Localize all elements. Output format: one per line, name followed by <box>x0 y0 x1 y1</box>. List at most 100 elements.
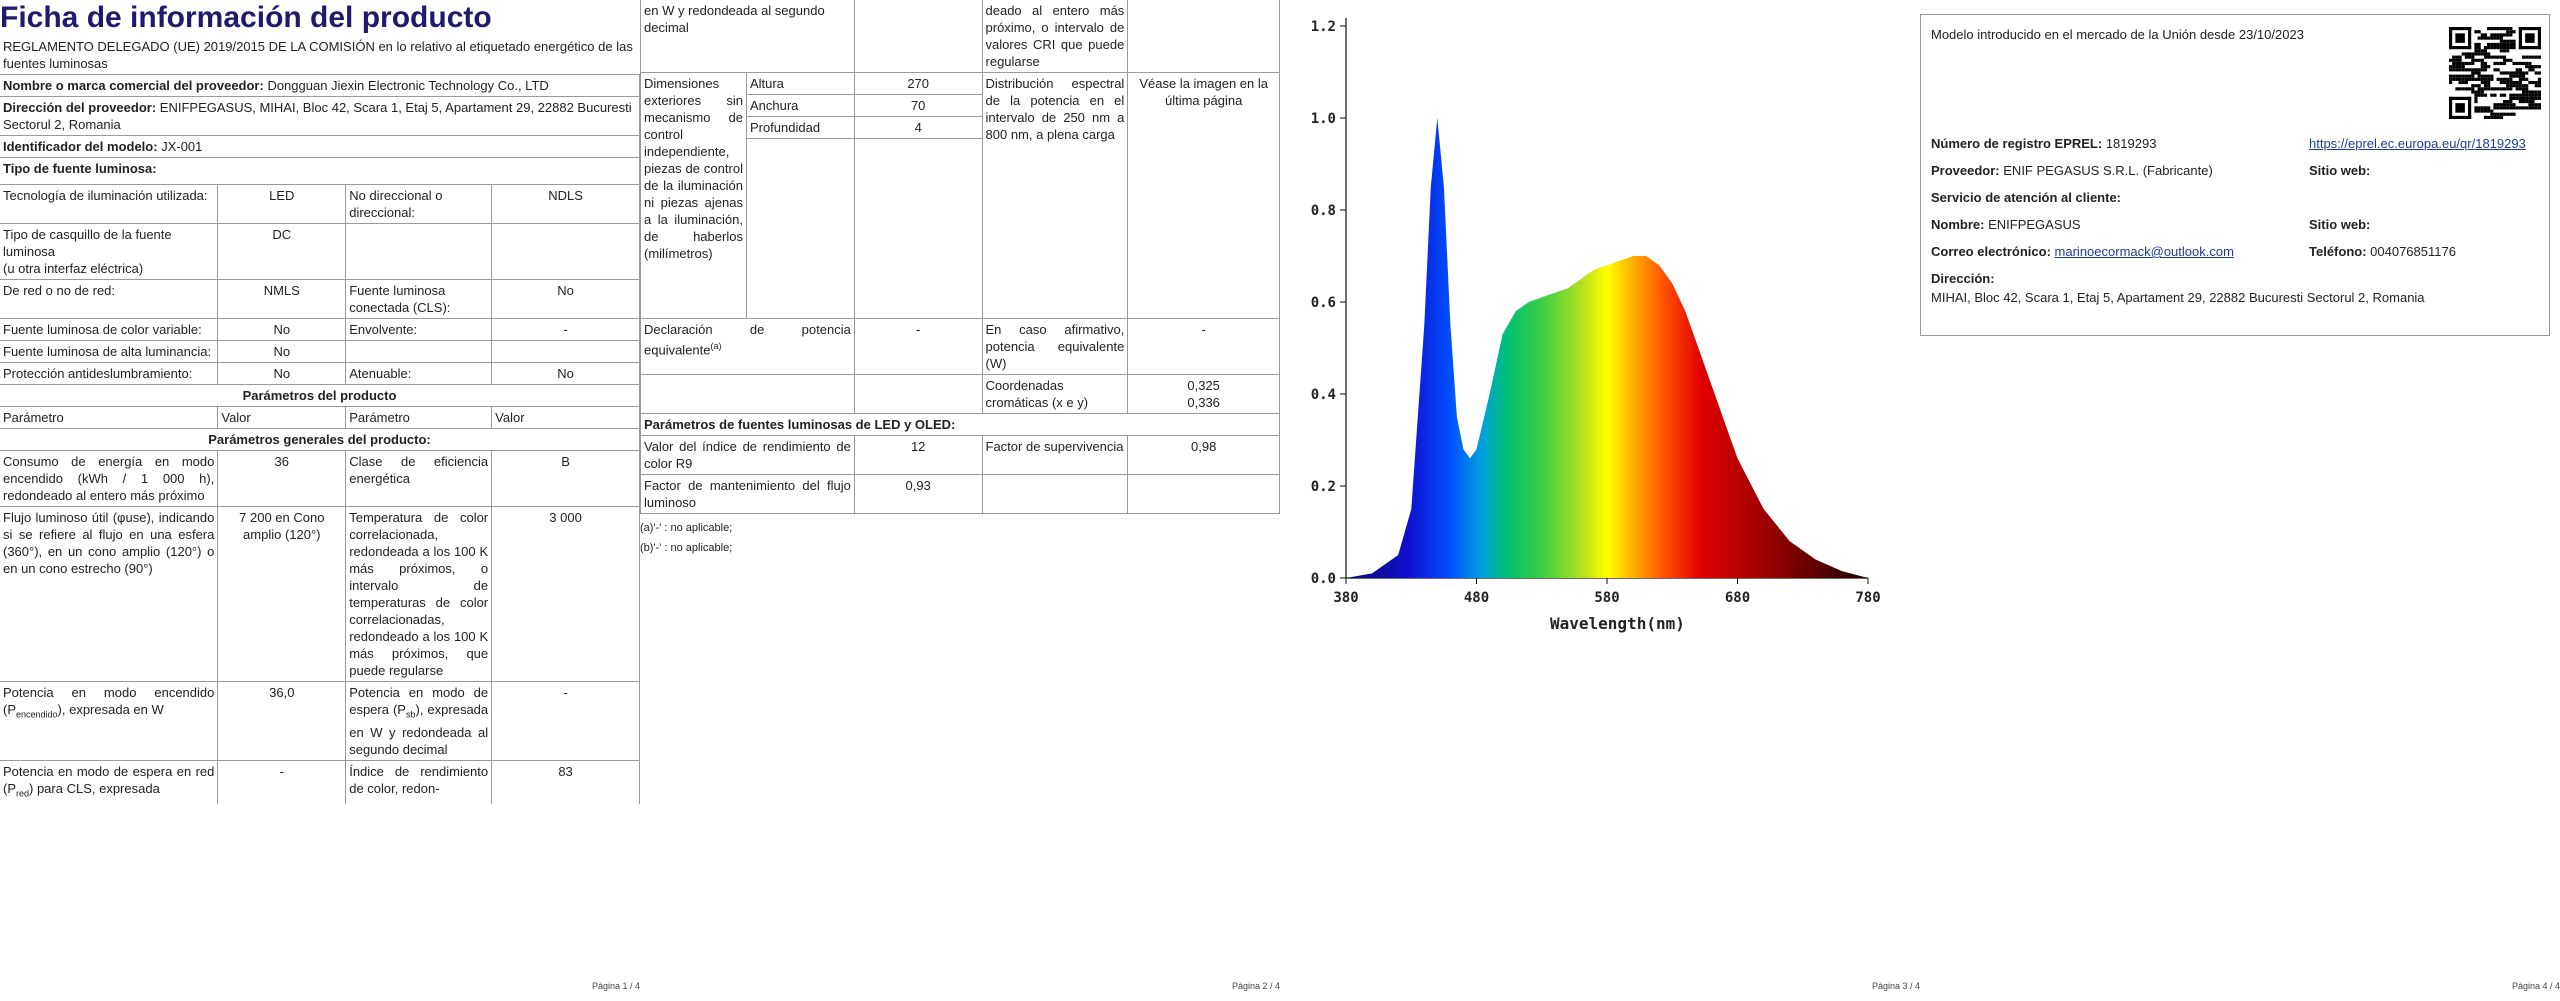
website2-label: Sitio web: <box>2309 217 2371 232</box>
qr-code-icon <box>2449 27 2541 119</box>
antiglare-value: No <box>217 362 347 385</box>
y-tick-label: 0.8 <box>1311 203 1336 219</box>
page-number-4: Página 4 / 4 <box>2511 981 2560 991</box>
on-power-label: Potencia en modo encendido (Pencendido),… <box>0 681 219 761</box>
y-tick-label: 0.0 <box>1311 571 1336 587</box>
r9-value: 12 <box>853 435 983 475</box>
service-label: Servicio de atención al cliente: <box>1931 190 2122 205</box>
col-value-1: Valor <box>217 406 347 429</box>
spectrum-area <box>1346 118 1868 578</box>
cct-value: 3 000 <box>491 506 640 682</box>
email-link[interactable]: marinoecormack@outlook.com <box>2054 244 2234 259</box>
market-date: Modelo introducido en el mercado de la U… <box>1931 27 2304 42</box>
phone-label: Teléfono: <box>2309 244 2367 259</box>
supplier-label: Proveedor: <box>1931 163 2000 178</box>
chroma-label: Coordenadas cromáticas (x e y) <box>981 374 1129 414</box>
x-tick-label: 580 <box>1594 590 1619 606</box>
dimmable-value: No <box>491 362 640 385</box>
supplier-value: ENIF PEGASUS S.R.L. (Fabricante) <box>2003 163 2213 178</box>
page-number-1: Página 1 / 4 <box>591 981 640 991</box>
non-directional-label: No direccional o direccional: <box>345 184 493 224</box>
networked-label: Potencia en modo de espera en red (Pred)… <box>0 759 219 805</box>
envelope-value: - <box>491 318 640 341</box>
survival-value: 0,98 <box>1127 435 1280 475</box>
mains-label: De red o no de red: <box>0 279 219 319</box>
page-number-2: Página 2 / 4 <box>1231 981 1280 991</box>
model-id: JX-001 <box>161 139 203 154</box>
height-label: Altura <box>745 72 855 95</box>
antiglare-label: Protección antideslumbramiento: <box>0 362 219 385</box>
supplier-address-label: Dirección del proveedor: <box>3 100 157 115</box>
standby-value: - <box>491 681 640 761</box>
equiv-claim-value: - <box>853 318 983 375</box>
survival-label: Factor de supervivencia <box>981 435 1129 475</box>
regulation-text: REGLAMENTO DELEGADO (UE) 2019/2015 DE LA… <box>0 36 640 75</box>
energy-label: Consumo de energía en modo encendido (kW… <box>0 450 219 507</box>
y-tick-label: 0.6 <box>1311 295 1336 311</box>
high-lum-label: Fuente luminosa de alta luminancia: <box>0 340 219 363</box>
flux-value: 7 200 en Cono amplio (120°) <box>217 506 347 682</box>
website-label: Sitio web: <box>2309 163 2371 178</box>
cap-type-label: Tipo de casquillo de la fuente luminosa <box>3 227 172 259</box>
note-a: (a)'-' : no aplicable; <box>640 522 733 534</box>
carry-standby-label: en W y redondeada al segundo decimal <box>640 0 855 73</box>
eprel-label: Número de registro EPREL: <box>1931 136 2103 151</box>
colour-tunable-value: No <box>217 318 347 341</box>
spectrum-chart: 0.0 0.2 0.4 0.6 0.8 1.0 1.2 380 480 580 680 780 <box>1311 18 1881 606</box>
col-value-2: Valor <box>491 406 640 429</box>
dims-label: Dimensiones exteriores sin mecanismo de … <box>640 72 747 319</box>
page2-table: en W y redondeada al segundo decimal dea… <box>640 0 1280 514</box>
height-value: 270 <box>853 72 983 95</box>
dimmable-label: Atenuable: <box>345 362 493 385</box>
spectral-label: Distribución espectral de la potencia en… <box>981 72 1129 319</box>
page-1: Ficha de información del producto REGLAM… <box>0 0 640 1001</box>
page-3: 0.0 0.2 0.4 0.6 0.8 1.0 1.2 380 480 580 680 780 Wav… <box>1280 0 1920 1001</box>
eprel-link[interactable]: https://eprel.ec.europa.eu/qr/1819293 <box>2309 136 2526 151</box>
page-4: Modelo introducido en el mercado de la U… <box>1920 0 2560 1001</box>
x-tick-label: 680 <box>1725 590 1750 606</box>
y-tick-label: 1.2 <box>1311 19 1336 35</box>
eff-class-label: Clase de eficiencia energética <box>345 450 493 507</box>
chroma-x: 0,325 <box>1187 378 1220 393</box>
maint-value: 0,93 <box>853 474 983 514</box>
x-tick-label: 480 <box>1464 590 1489 606</box>
maint-label: Factor de mantenimiento del flujo lumino… <box>640 474 855 514</box>
led-params-header: Parámetros de fuentes luminosas de LED y… <box>640 413 1280 436</box>
light-source-type-label: Tipo de fuente luminosa: <box>0 157 640 185</box>
email-label: Correo electrónico: <box>1931 244 2051 259</box>
model-id-label: Identificador del modelo: <box>3 139 158 154</box>
supplier-name: Dongguan Jiexin Electronic Technology Co… <box>267 78 549 93</box>
cap-type-value: DC <box>217 223 347 280</box>
carry-cri-label: deado al entero más próximo, o intervalo… <box>981 0 1129 73</box>
lighting-tech-value: LED <box>217 184 347 224</box>
info-box: Modelo introducido en el mercado de la U… <box>1920 14 2550 336</box>
name-value: ENIFPEGASUS <box>1988 217 2081 232</box>
energy-value: 36 <box>217 450 347 507</box>
high-lum-value: No <box>217 340 347 363</box>
equiv-power-value: - <box>1127 318 1280 375</box>
mains-value: NMLS <box>217 279 347 319</box>
connected-label: Fuente luminosa conectada (CLS): <box>345 279 493 319</box>
width-value: 70 <box>853 94 983 117</box>
chroma-y: 0,336 <box>1187 395 1220 410</box>
general-params-header: Parámetros generales del producto: <box>0 428 640 451</box>
col-param-2: Parámetro <box>345 406 493 429</box>
x-tick-label: 780 <box>1855 590 1880 606</box>
flux-label: Flujo luminoso útil (φuse), indicando si… <box>0 506 219 682</box>
x-tick-label: 380 <box>1333 590 1358 606</box>
connected-value: No <box>491 279 640 319</box>
networked-value: - <box>217 759 347 805</box>
width-label: Anchura <box>745 94 855 117</box>
page-title: Ficha de información del producto <box>0 1 492 34</box>
standby-label: Potencia en modo de espera (Psb), expres… <box>345 681 493 761</box>
note-b: (b)'-' : no aplicable; <box>640 542 733 554</box>
cap-type-sub: (u otra interfaz eléctrica) <box>3 261 144 276</box>
cri-value: 83 <box>491 759 640 805</box>
x-axis-label: Wavelength(nm) <box>1550 614 1685 633</box>
eprel-value: 1819293 <box>2105 136 2157 151</box>
colour-tunable-label: Fuente luminosa de color variable: <box>0 318 219 341</box>
y-tick-label: 0.4 <box>1311 387 1336 403</box>
lighting-tech-label: Tecnología de iluminación utilizada: <box>0 184 219 224</box>
depth-label: Profundidad <box>745 116 855 139</box>
supplier-address: ENIFPEGASUS, MIHAI, Bloc 42, Scara 1, Et… <box>3 100 632 132</box>
